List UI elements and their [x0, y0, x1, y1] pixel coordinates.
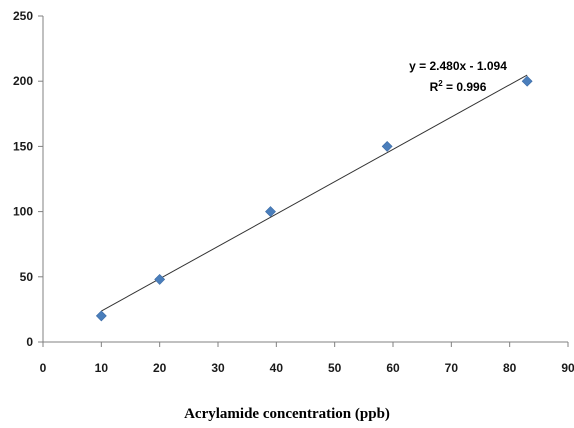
r-squared-exponent: 2 [438, 79, 443, 88]
data-point-diamond [95, 310, 107, 322]
x-tick-label: 10 [95, 361, 109, 375]
y-axis-ticks: 0 50 100 150 200 250 [13, 9, 43, 349]
x-tick-label: 0 [40, 361, 47, 375]
x-tick-label: 60 [386, 361, 400, 375]
x-tick-label: 80 [503, 361, 517, 375]
data-point-diamond [154, 273, 166, 285]
x-tick-label: 30 [211, 361, 225, 375]
y-tick-label: 200 [13, 74, 33, 88]
data-points [95, 75, 533, 322]
y-tick-label: 150 [13, 139, 33, 153]
r-squared-label: R2 = 0.996 [430, 79, 487, 94]
trendline [101, 74, 528, 312]
r-squared-value: = 0.996 [443, 80, 487, 94]
data-point-diamond [381, 140, 393, 152]
trendline-equation: y = 2.480x - 1.094 [409, 59, 507, 73]
x-tick-label: 70 [445, 361, 459, 375]
y-tick-label: 100 [13, 205, 33, 219]
x-tick-label: 20 [153, 361, 167, 375]
x-tick-label: 40 [270, 361, 284, 375]
x-axis-title: Acrylamide concentration (ppb) [184, 406, 390, 422]
x-axis-ticks: 0 10 20 30 40 50 60 70 80 90 [40, 342, 574, 375]
data-point-diamond [265, 206, 276, 218]
x-tick-label: 90 [561, 361, 574, 375]
x-tick-label: 50 [328, 361, 342, 375]
r-squared-prefix: R [430, 80, 439, 94]
data-point-diamond [521, 75, 533, 87]
y-tick-label: 0 [26, 335, 33, 349]
y-tick-label: 50 [20, 270, 34, 284]
y-tick-label: 250 [13, 9, 33, 23]
